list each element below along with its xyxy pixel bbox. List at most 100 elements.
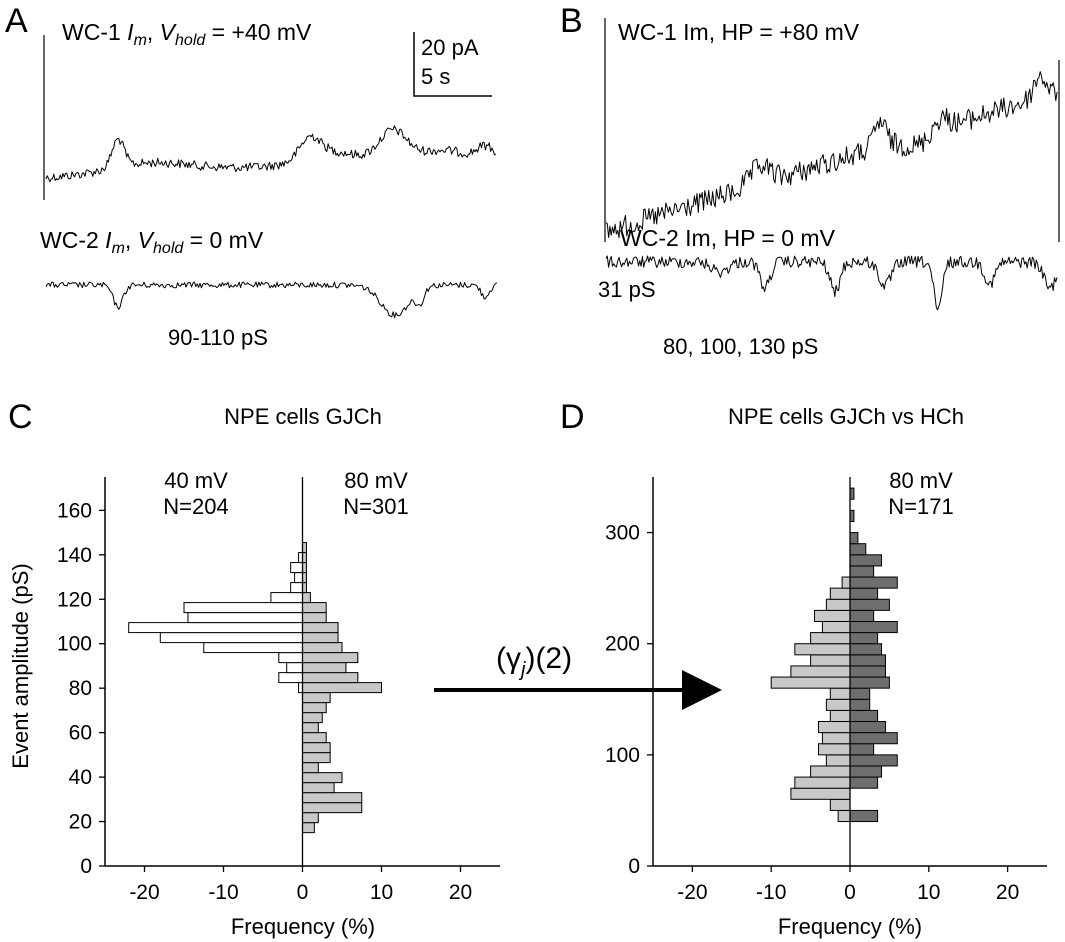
chart-d-bar-left-11 <box>829 687 851 700</box>
chart-d-bar-right-12 <box>849 676 890 689</box>
y-tick-label: 140 <box>57 544 92 567</box>
chart-d-bar-right-0 <box>849 809 879 823</box>
chart-d-bar-left-5 <box>825 754 851 767</box>
panel-letter-c: C <box>8 398 33 436</box>
chart-d-bar-right-20 <box>849 587 879 600</box>
chart-d-series-right-n: N=171 <box>888 494 953 519</box>
chart-c-bar-right-13 <box>302 692 331 704</box>
chart-d-bar-right-19 <box>849 598 890 611</box>
x-tick-label: 0 <box>844 881 856 904</box>
chart-d-bar-right-4 <box>849 765 883 778</box>
chart-c-bar-right-19 <box>302 632 339 644</box>
y-tick-label: 0 <box>80 855 92 878</box>
transform-arrow-label: (γj)(2) <box>496 642 572 681</box>
y-tick-label: 200 <box>605 633 640 656</box>
chart-c-bar-right-22 <box>302 602 327 614</box>
chart-d-bar-right-15 <box>849 643 883 656</box>
y-tick-label: 300 <box>605 522 640 545</box>
chart-d-bar-left-3 <box>794 776 851 789</box>
chart-c-bar-left-12 <box>290 562 303 574</box>
chart-d-bar-right-25 <box>849 532 859 545</box>
y-tick-label: 40 <box>69 766 92 789</box>
x-tick-label: -10 <box>208 881 238 904</box>
chart-d-xlabel: Frequency (%) <box>778 914 922 939</box>
panel-a-scale-time: 5 s <box>421 64 450 89</box>
chart-c-bar-left-2 <box>286 662 304 674</box>
chart-d-bar-right-5 <box>849 754 898 767</box>
y-tick-label: 100 <box>57 633 92 656</box>
chart-d-bar-right-23 <box>849 554 883 567</box>
chart-c-bar-left-7 <box>187 612 303 624</box>
chart-d-bar-left-21 <box>841 576 851 589</box>
chart-d-bar-left-12 <box>770 676 851 689</box>
chart-d-bar-left-13 <box>790 665 851 678</box>
chart-c-bar-right-14 <box>302 682 382 694</box>
chart-d-bar-left-14 <box>810 654 851 667</box>
chart-d-bar-right-18 <box>849 609 875 622</box>
chart-c: -20 -10 0 10 20 0 20 40 60 80 100 120 140 160 <box>57 477 500 904</box>
chart-c-bar-right-2 <box>302 802 363 814</box>
chart-d-bar-right-24 <box>849 543 867 556</box>
chart-c-bar-right-7 <box>302 752 331 764</box>
panel-a-conductance-label: 90-110 pS <box>168 325 268 350</box>
chart-c-bar-right-3 <box>302 792 363 804</box>
chart-d-series-right-name: 80 mV <box>889 468 953 493</box>
chart-c-bar-left-11 <box>294 572 304 584</box>
panel-b-small-label: 31 pS <box>598 277 656 302</box>
panel-letter-a: A <box>5 2 28 40</box>
chart-c-bar-right-21 <box>302 612 327 624</box>
panel-a-bottom-label: WC-2 Im, Vhold = 0 mV <box>40 227 264 257</box>
panel-letter-d: D <box>560 398 585 436</box>
panel-a-scale-bar <box>413 32 492 97</box>
chart-d-bar-left-7 <box>821 732 851 745</box>
chart-d-bar-left-17 <box>821 620 851 634</box>
panel-b-trace-wc2 <box>605 255 1058 311</box>
chart-c-bar-right-0 <box>302 822 315 834</box>
chart-c-series-right-n: N=301 <box>343 494 408 519</box>
x-tick-label: -10 <box>756 881 786 904</box>
chart-c-bar-right-15 <box>302 672 359 684</box>
chart-d-bar-left-15 <box>794 643 851 656</box>
x-tick-label: 0 <box>297 881 309 904</box>
chart-c-bar-right-23 <box>302 592 311 604</box>
chart-c-bar-right-1 <box>302 812 319 824</box>
chart-c-series-left-n: N=204 <box>163 494 228 519</box>
chart-c-bar-left-1 <box>278 672 303 684</box>
chart-c-bar-right-17 <box>302 652 359 664</box>
chart-d-bar-left-1 <box>829 798 851 811</box>
x-tick-label: -20 <box>677 881 707 904</box>
chart-d-bar-left-20 <box>829 587 851 600</box>
chart-d-bar-right-21 <box>849 576 898 589</box>
chart-d-bar-left-6 <box>817 743 851 756</box>
chart-c-bar-left-8 <box>183 602 303 614</box>
chart-d-bar-right-9 <box>849 709 879 723</box>
chart-c-bar-left-10 <box>290 582 303 594</box>
chart-c-bar-left-9 <box>270 592 303 604</box>
chart-d-bar-right-22 <box>849 565 875 578</box>
chart-c-bar-left-4 <box>203 642 303 654</box>
y-tick-label: 20 <box>69 811 92 834</box>
x-tick-label: 10 <box>370 881 393 904</box>
panel-a-scale-current: 20 pA <box>421 35 479 60</box>
panel-a-trace-wc2 <box>45 281 498 319</box>
chart-c-bar-left-5 <box>159 632 303 644</box>
chart-d-bar-right-6 <box>849 743 875 756</box>
chart-c-series-right-name: 80 mV <box>344 468 408 493</box>
y-tick-label: 100 <box>605 744 640 767</box>
chart-d-bar-right-17 <box>849 620 898 634</box>
x-tick-label: 20 <box>449 881 472 904</box>
chart-d-bar-left-8 <box>817 721 851 734</box>
panel-b-trace-wc1 <box>605 71 1058 239</box>
chart-d-bar-left-19 <box>825 598 851 611</box>
panel-b-conductance-label: 80, 100, 130 pS <box>663 334 818 359</box>
chart-d-bar-left-16 <box>810 632 851 645</box>
chart-c-bar-right-5 <box>302 772 343 784</box>
chart-d-bar-left-9 <box>829 709 851 723</box>
x-tick-label: 20 <box>996 881 1019 904</box>
panel-b-top-label: WC-1 Im, HP = +80 mV <box>618 19 860 45</box>
chart-d-bar-right-14 <box>849 654 886 667</box>
panel-letter-b: B <box>560 2 583 40</box>
chart-c-series-left-name: 40 mV <box>164 468 228 493</box>
